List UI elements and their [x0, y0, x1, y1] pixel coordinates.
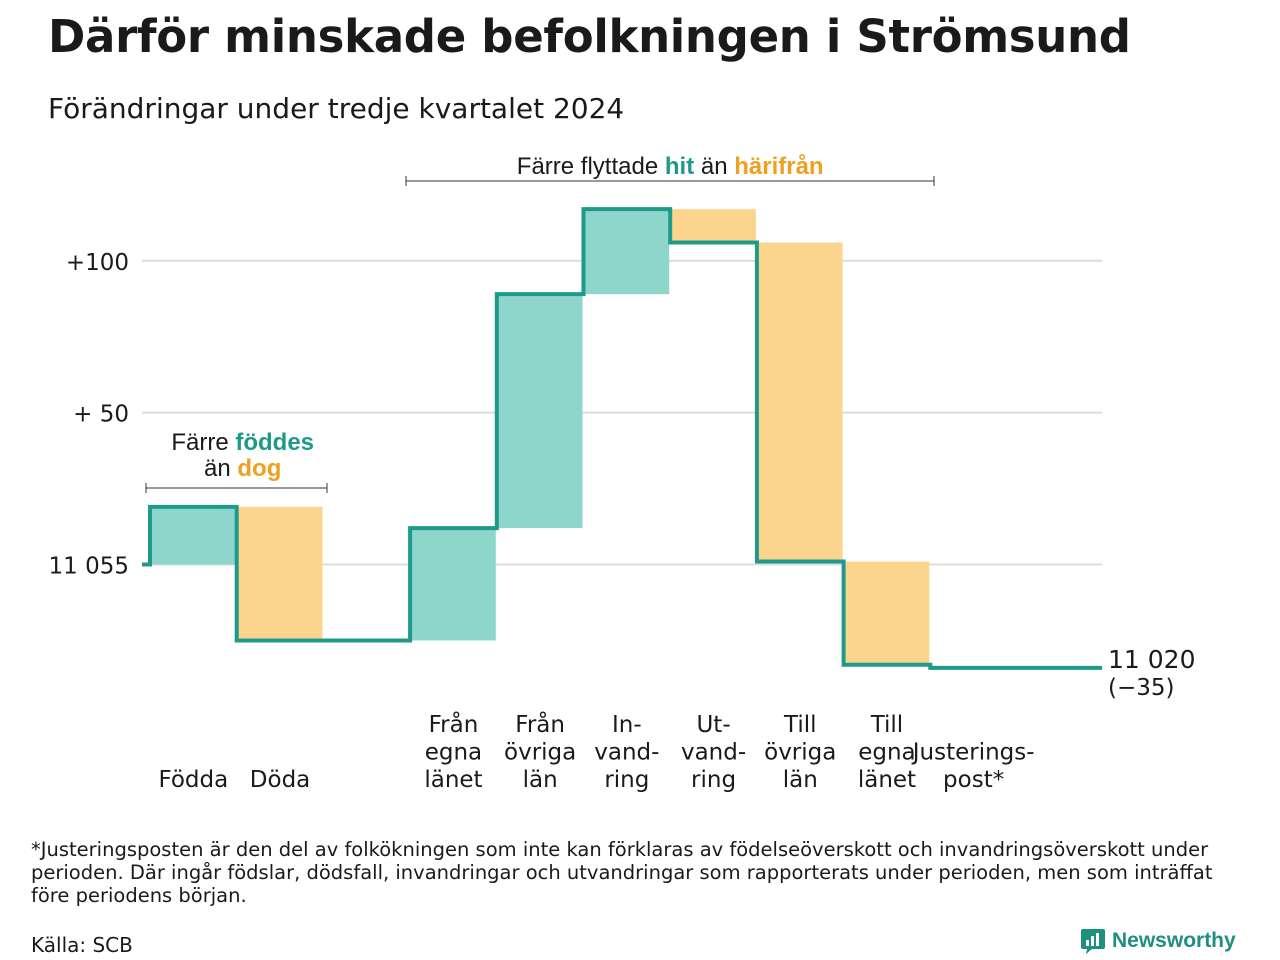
category-label: övriga: [504, 740, 576, 766]
category-label: egna: [425, 740, 482, 766]
annotation-part: dog: [237, 455, 281, 482]
bar-decrease: [843, 561, 930, 665]
chart-subtitle: Förändringar under tredje kvartalet 2024: [48, 92, 625, 125]
category-label: ring: [604, 767, 649, 793]
category-label: Födda: [158, 767, 228, 793]
category-label: Från: [515, 710, 565, 738]
category-label: Till: [783, 712, 817, 738]
footnote: *Justeringsposten är den del av folkökni…: [31, 838, 1213, 907]
bar-increase: [150, 506, 236, 565]
annotation-part: hit: [665, 153, 694, 180]
bar-decrease: [670, 209, 756, 243]
category-label: vand-: [594, 740, 659, 766]
annotation-part: föddes: [235, 429, 314, 456]
annotation-part: än: [694, 153, 734, 180]
logo-text: Newsworthy: [1112, 929, 1236, 952]
y-tick-label: + 50: [73, 402, 129, 428]
category-label: egna: [858, 740, 915, 766]
births-annotation-line: Färre föddes: [171, 429, 314, 456]
y-tick-label: 11 055: [49, 554, 129, 580]
category-label: ring: [691, 767, 736, 793]
newsworthy-logo-icon: [1081, 929, 1105, 954]
category-label: Ut-: [696, 712, 730, 738]
category-label: Döda: [250, 767, 310, 793]
chart-title: Därför minskade befolkningen i Strömsund: [48, 10, 1131, 63]
running-total-line: [142, 207, 1102, 670]
category-label: län: [523, 767, 558, 793]
bar-decrease: [236, 506, 323, 641]
category-label: länet: [858, 767, 916, 793]
category-label: post*: [943, 767, 1004, 793]
category-label: län: [783, 767, 818, 793]
category-label: vand-: [681, 740, 746, 766]
migration-annotation: Färre flyttade hit än härifrån: [517, 153, 824, 180]
category-label: Till: [870, 712, 904, 738]
category-label: In-: [612, 712, 642, 738]
end-value-label: 11 020: [1108, 645, 1195, 674]
end-delta-label: (−35): [1108, 675, 1174, 701]
bar-decrease: [756, 242, 843, 562]
category-label: övriga: [764, 740, 836, 766]
bar-increase: [496, 294, 583, 529]
bar-increase: [410, 528, 496, 641]
annotation-part: än: [204, 455, 237, 482]
source-label: Källa: SCB: [31, 933, 133, 957]
newsworthy-logo: Newsworthy: [1080, 927, 1236, 955]
annotation-part: härifrån: [734, 153, 823, 180]
y-tick-label: +100: [66, 250, 129, 276]
annotation-part: Färre: [171, 429, 235, 456]
annotation-part: Färre flyttade: [517, 153, 665, 180]
births-annotation-line: än dog: [204, 455, 281, 482]
category-label: länet: [424, 767, 482, 793]
category-label: Justerings-: [911, 740, 1035, 766]
bar-increase: [583, 209, 670, 295]
category-label: Från: [429, 710, 479, 738]
